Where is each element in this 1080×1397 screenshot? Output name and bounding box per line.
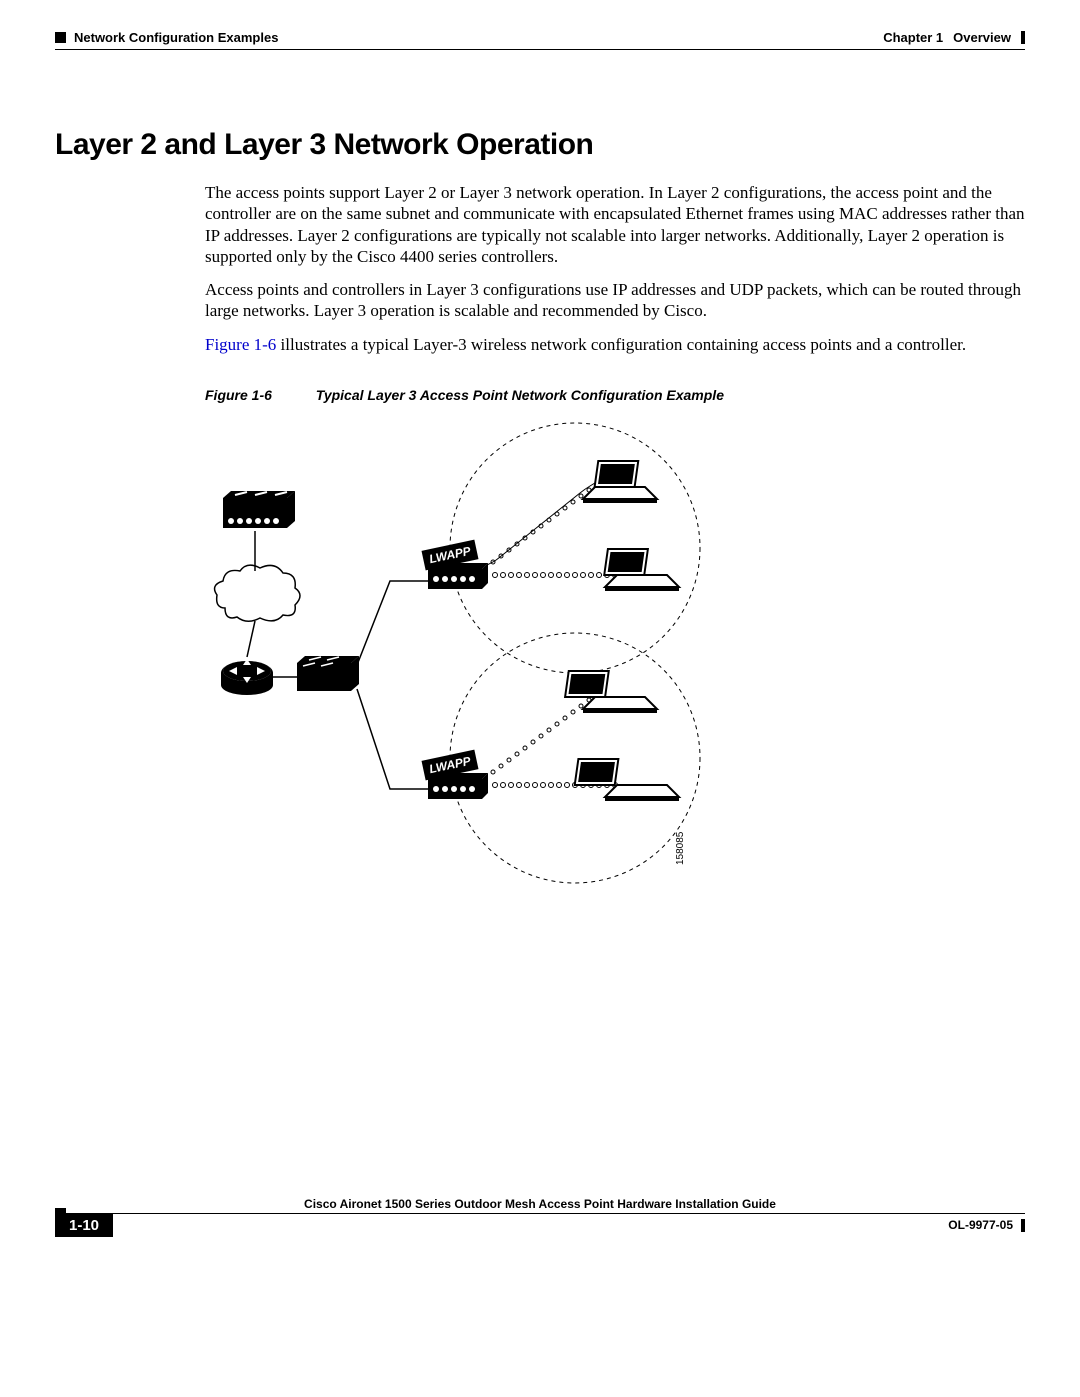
- laptop-icon-2: [604, 549, 679, 591]
- paragraph-2: Access points and controllers in Layer 3…: [205, 279, 1025, 322]
- controller-icon: [223, 491, 295, 528]
- section-heading: Layer 2 and Layer 3 Network Operation: [55, 128, 1025, 162]
- body-text: The access points support Layer 2 or Lay…: [205, 182, 1025, 355]
- header-chapter-title: Overview: [953, 30, 1011, 45]
- figure-diagram: LWAPP: [205, 413, 1025, 898]
- switch-icon: [297, 656, 359, 691]
- header-marker-icon: [55, 32, 66, 43]
- footer-end-bar-icon: [1021, 1219, 1025, 1232]
- header-end-bar-icon: [1021, 31, 1025, 44]
- footer-marker-icon: [55, 1208, 66, 1219]
- cloud-icon: [215, 565, 300, 621]
- laptop-icon-4: [575, 759, 679, 801]
- paragraph-3: Figure 1-6 illustrates a typical Layer-3…: [205, 334, 1025, 355]
- paragraph-3-rest: illustrates a typical Layer-3 wireless n…: [276, 335, 966, 354]
- header-chapter-label: Chapter 1: [883, 30, 943, 45]
- figure-caption: Figure 1-6 Typical Layer 3 Access Point …: [205, 387, 1025, 403]
- paragraph-1: The access points support Layer 2 or Lay…: [205, 182, 1025, 267]
- figure-reference-link[interactable]: Figure 1-6: [205, 335, 276, 354]
- doc-id: OL-9977-05: [948, 1218, 1013, 1232]
- laptop-icon-1: [583, 461, 657, 503]
- figure-title: Typical Layer 3 Access Point Network Con…: [316, 387, 724, 403]
- figure-image-id: 158085: [675, 831, 686, 865]
- page-footer: Cisco Aironet 1500 Series Outdoor Mesh A…: [55, 1197, 1025, 1237]
- figure-label: Figure 1-6: [205, 387, 272, 403]
- router-icon: [221, 659, 273, 695]
- footer-doc-title: Cisco Aironet 1500 Series Outdoor Mesh A…: [304, 1197, 776, 1211]
- header-section: Network Configuration Examples: [74, 30, 278, 45]
- page-header: Network Configuration Examples Chapter 1…: [55, 30, 1025, 50]
